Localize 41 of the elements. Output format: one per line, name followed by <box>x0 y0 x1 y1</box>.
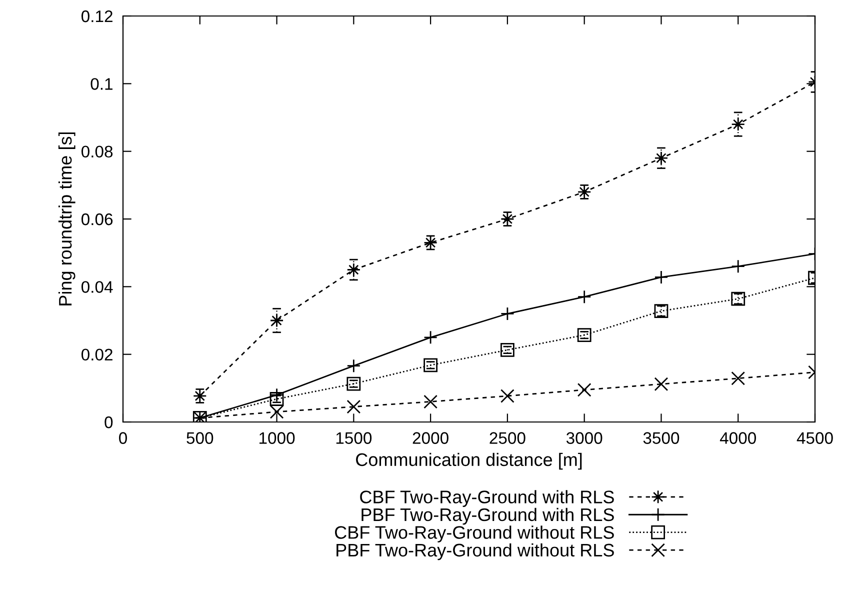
x-tick-label: 1000 <box>260 432 295 444</box>
point <box>654 151 668 166</box>
point <box>192 389 207 403</box>
y-axis-title: Ping roundtrip time [s] <box>58 132 76 306</box>
x-tick-label: 0 <box>119 432 127 444</box>
y-tick-label: 0.06 <box>81 213 113 226</box>
point <box>731 371 746 386</box>
point <box>270 404 284 419</box>
x-tick-label: 3000 <box>566 432 602 444</box>
point <box>270 314 284 328</box>
y-tick-label: 0.04 <box>81 281 113 293</box>
y-tick-label: 0.02 <box>81 348 112 361</box>
point <box>424 358 438 372</box>
point <box>577 382 592 397</box>
x-tick-label: 2500 <box>490 432 526 444</box>
x-tick-label: 4500 <box>796 432 833 444</box>
legend-label: PBF Two-Ray-Ground without RLS <box>336 543 614 560</box>
x-tick-label: 1500 <box>336 432 372 444</box>
point <box>731 292 746 306</box>
y-tick-label: 0.1 <box>90 78 112 90</box>
point <box>346 262 361 277</box>
legend-label: CBF Two-Ray-Ground without RLS <box>335 526 614 542</box>
legend-label: PBF Two-Ray-Ground with RLS <box>362 508 614 525</box>
point <box>500 342 514 357</box>
point <box>346 376 361 391</box>
point <box>731 117 746 132</box>
y-tick-label: 0.12 <box>81 10 112 22</box>
point <box>654 377 668 392</box>
x-axis-title: Communication distance [m] <box>356 452 582 470</box>
y-tick-label: 0.08 <box>81 146 113 158</box>
legend-label: CBF Two-Ray-Ground with RLS <box>360 490 614 507</box>
x-tick-label: 4000 <box>720 432 756 444</box>
x-tick-label: 2000 <box>412 432 448 444</box>
y-tick-label: 0 <box>104 416 113 428</box>
x-tick-label: 500 <box>186 432 214 444</box>
point <box>270 392 284 406</box>
point <box>577 328 592 342</box>
point <box>346 400 361 414</box>
point <box>500 389 514 403</box>
point <box>424 394 438 409</box>
x-tick-label: 3500 <box>643 432 680 444</box>
